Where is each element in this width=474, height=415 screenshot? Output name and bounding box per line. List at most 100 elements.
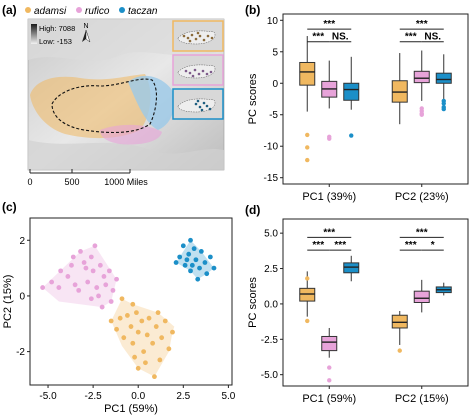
point-taczan <box>207 254 213 260</box>
range-adamsi <box>30 74 151 139</box>
elevation-bar <box>31 24 37 44</box>
point-taczan <box>204 271 210 277</box>
point-taczan <box>195 276 201 282</box>
inset-adamsi <box>172 20 224 52</box>
legend-marker-adamsi <box>25 7 31 13</box>
significance-label: *** <box>312 32 324 43</box>
scale-tick-500: 500 <box>64 177 79 187</box>
point-taczan <box>180 243 186 249</box>
box-taczan <box>343 262 360 274</box>
point-rufico <box>103 282 109 288</box>
y-axis-label: PC2 (15%) <box>2 275 14 329</box>
significance-label: * <box>431 240 435 251</box>
inset-adamsi-outline <box>177 30 216 45</box>
y-tick-label: -2.5 <box>261 335 279 346</box>
panel-d-boxplot: 5.0 2.5 0.0 -2.5 -5.0 PC1 (59%) PC2 (15%) PC sc… <box>247 218 469 405</box>
point-rufico <box>94 285 100 290</box>
significance-label: *** <box>405 240 417 251</box>
outlier-point <box>441 101 446 106</box>
outlier-point <box>441 106 446 112</box>
y-tick-label: 0.0 <box>264 299 278 310</box>
point-rufico <box>97 262 103 268</box>
significance-label: *** <box>312 240 324 251</box>
y-tick-label: 2 <box>19 236 25 247</box>
point-adamsi <box>159 335 165 341</box>
plot-frame <box>282 13 469 185</box>
significance-label: NS. <box>332 32 349 43</box>
point-adamsi <box>130 340 136 346</box>
range-taczan <box>128 75 175 130</box>
point-rufico <box>72 282 78 288</box>
point-rufico <box>76 287 82 293</box>
point-rufico <box>70 254 76 260</box>
point-adamsi <box>119 296 125 302</box>
point-rufico <box>108 299 114 304</box>
y-tick-label: 2.5 <box>264 264 278 275</box>
y-tick-label: -5 <box>269 110 278 121</box>
outlier-point <box>305 318 310 324</box>
point-rufico <box>69 262 74 268</box>
scale-bar: 0 500 1000 Miles <box>27 169 148 187</box>
point-adamsi <box>152 374 157 380</box>
box-rufico <box>321 335 338 352</box>
box-rufico <box>413 70 430 84</box>
point-taczan <box>188 237 193 243</box>
x-tick-label: -2.5 <box>85 391 103 402</box>
point-adamsi <box>114 326 119 332</box>
point-adamsi <box>162 318 168 324</box>
point-rufico <box>90 268 96 274</box>
point-taczan <box>184 257 190 263</box>
x-tick-label: -5.0 <box>39 391 57 402</box>
point-rufico <box>88 254 94 260</box>
box-taczan <box>343 82 360 101</box>
point-adamsi <box>141 349 147 354</box>
point-adamsi <box>139 318 145 324</box>
inset-taczan <box>172 88 224 120</box>
y-tick-label: 10 <box>267 16 279 27</box>
x-tick-label: 2.5 <box>176 391 190 402</box>
point-rufico <box>99 304 105 310</box>
outlier-point <box>305 132 310 138</box>
outlier-point <box>327 136 332 141</box>
point-taczan <box>198 249 204 254</box>
y-tick-label: -5.0 <box>261 370 279 381</box>
point-adamsi <box>157 357 163 363</box>
significance-label: *** <box>323 227 335 238</box>
point-rufico <box>65 274 71 279</box>
y-tick-label: 0 <box>272 79 278 90</box>
significance-label: *** <box>323 19 335 30</box>
point-taczan <box>182 262 188 268</box>
point-taczan <box>173 260 179 265</box>
box-adamsi <box>299 61 316 86</box>
panel-c-pca-scatter: -5.0 -2.5 0.0 2.5 5.0 2 0 -2 PC1 (59%) PC2 (15%) <box>2 217 236 415</box>
point-rufico <box>40 285 46 290</box>
point-adamsi <box>155 310 161 316</box>
outlier-point <box>327 378 332 383</box>
legend-marker-rufico <box>76 7 82 13</box>
north-arrow-icon: N <box>82 23 91 43</box>
point-taczan <box>188 268 193 274</box>
point-rufico <box>88 296 94 302</box>
point-adamsi <box>124 313 130 318</box>
elevation-high: High: 7088 <box>39 24 75 33</box>
plateau-outline <box>51 78 158 133</box>
point-rufico <box>78 249 83 254</box>
range-rufico <box>100 124 162 145</box>
point-adamsi <box>166 346 172 352</box>
point-taczan <box>202 260 208 265</box>
point-taczan <box>189 262 195 268</box>
panel-a-map: (a) adamsi rufico taczan <box>2 3 225 187</box>
x-category-label: PC2 (15%) <box>395 393 449 405</box>
point-rufico <box>101 274 107 279</box>
significance-label: *** <box>405 32 417 43</box>
x-category-label: PC1 (39%) <box>302 191 356 203</box>
point-rufico <box>92 243 98 249</box>
y-axis-label: PC scores <box>247 73 259 124</box>
hull-rufico <box>42 245 117 308</box>
plot-frame <box>282 218 469 387</box>
legend-marker-taczan <box>119 7 125 13</box>
outlier-point <box>419 112 424 117</box>
outlier-point <box>305 157 310 163</box>
significance-label: NS. <box>424 32 441 43</box>
